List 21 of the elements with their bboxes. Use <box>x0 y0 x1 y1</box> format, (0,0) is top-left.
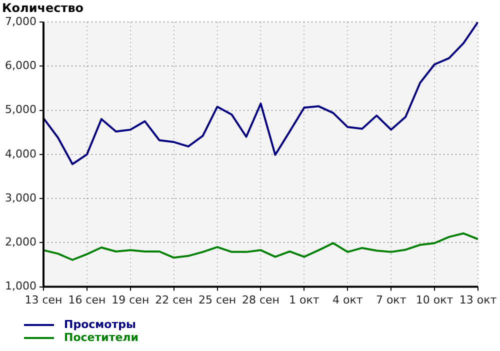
y-tick-label: 1,000 <box>4 280 36 293</box>
legend-label: Просмотры <box>64 318 136 331</box>
legend-label: Посетители <box>64 331 138 344</box>
y-tick-label: 2,000 <box>4 236 36 249</box>
y-tick-label: 6,000 <box>4 58 36 72</box>
y-tick-label: 4,000 <box>4 147 36 160</box>
x-tick-label: 25 сен <box>198 293 236 306</box>
x-tick-label: 16 сен <box>68 293 106 306</box>
y-tick-label: 7,000 <box>4 14 36 28</box>
x-tick-label: 19 сен <box>112 293 150 306</box>
x-tick-label: 1 окт <box>289 293 320 306</box>
x-tick-label: 22 сен <box>155 293 193 306</box>
x-tick-label: 4 окт <box>332 293 364 306</box>
x-tick-label: 28 сен <box>242 293 280 306</box>
y-tick-label: 3,000 <box>4 191 36 204</box>
y-tick-label: 5,000 <box>4 103 36 116</box>
x-tick-label: 13 сен <box>24 293 62 306</box>
x-tick-label: 10 окт <box>416 293 454 306</box>
x-tick-label: 7 окт <box>376 293 407 306</box>
x-tick-label: 13 окт <box>459 293 498 306</box>
y-axis-title: Количество <box>2 1 84 16</box>
